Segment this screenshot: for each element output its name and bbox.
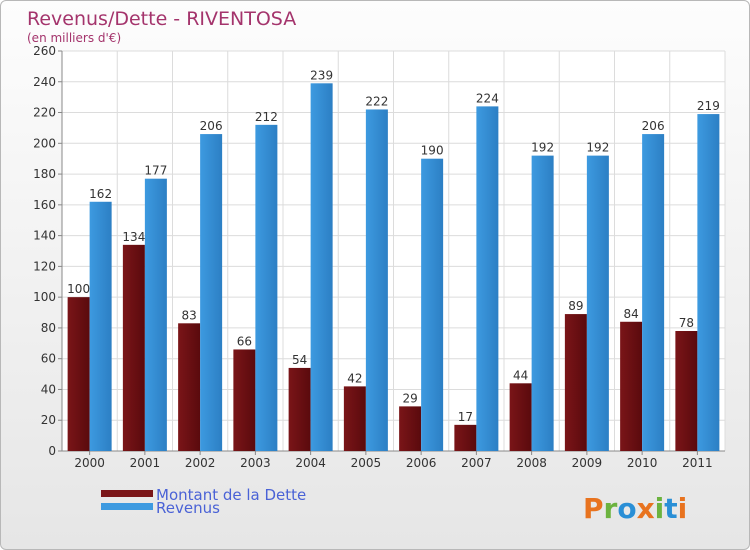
y-tick-label: 160 xyxy=(33,198,56,212)
y-tick-label: 40 xyxy=(41,382,56,396)
data-label: 162 xyxy=(89,187,112,201)
bar xyxy=(343,386,366,451)
logo-letter: x xyxy=(637,492,655,525)
bar xyxy=(531,155,554,451)
x-tick-label: 2008 xyxy=(516,456,547,470)
y-tick-label: 140 xyxy=(33,229,56,243)
bar xyxy=(642,134,665,452)
chart-title: Revenus/Dette - RIVENTOSA xyxy=(27,8,296,30)
bar xyxy=(586,155,609,451)
bar xyxy=(509,383,532,451)
x-tick-label: 2000 xyxy=(74,456,105,470)
bar xyxy=(122,244,145,451)
logo-letter: i xyxy=(678,492,688,525)
y-tick-label: 120 xyxy=(33,259,56,273)
chart-subtitle: (en milliers d'€) xyxy=(27,31,121,45)
y-tick-label: 80 xyxy=(41,321,56,335)
x-tick-label: 2005 xyxy=(351,456,382,470)
data-label: 44 xyxy=(513,368,528,382)
bar xyxy=(697,114,720,452)
data-label: 89 xyxy=(568,299,583,313)
data-label: 222 xyxy=(365,94,388,108)
data-labels: 100 162 134 177 83 206 66 212 54 239 42 222 29 190 17 2… xyxy=(67,68,720,424)
bar xyxy=(255,124,278,451)
data-label: 83 xyxy=(181,308,196,322)
legend-swatch xyxy=(101,503,153,510)
data-label: 29 xyxy=(402,391,417,405)
y-tick-label: 220 xyxy=(33,106,56,120)
data-label: 239 xyxy=(310,68,333,82)
data-label: 190 xyxy=(421,144,444,158)
bar xyxy=(399,406,422,451)
x-axis: 2000 2001 2002 2003 2004 2005 2006 2007 2008 2009… xyxy=(74,451,713,470)
data-label: 100 xyxy=(67,282,90,296)
y-axis: 0 20 40 60 80 100 120 140 160 180 200 220 240 260 xyxy=(33,44,725,458)
logo-letter: t xyxy=(664,492,677,525)
x-tick-label: 2001 xyxy=(130,456,161,470)
bar xyxy=(89,201,112,451)
logo-letter: P xyxy=(583,492,604,525)
x-tick-label: 2003 xyxy=(240,456,271,470)
bar xyxy=(454,424,477,451)
data-label: 66 xyxy=(237,334,252,348)
bar xyxy=(310,83,333,452)
x-tick-label: 2002 xyxy=(185,456,216,470)
y-tick-label: 20 xyxy=(41,413,56,427)
bar xyxy=(421,158,444,451)
logo-letter: r xyxy=(604,492,618,525)
y-tick-label: 60 xyxy=(41,352,56,366)
bar xyxy=(67,297,90,451)
data-label: 84 xyxy=(623,307,638,321)
data-label: 192 xyxy=(531,141,554,155)
x-tick-label: 2004 xyxy=(295,456,326,470)
y-tick-label: 240 xyxy=(33,75,56,89)
data-label: 54 xyxy=(292,353,307,367)
data-label: 224 xyxy=(476,91,499,105)
bar xyxy=(476,106,499,451)
x-tick-label: 2009 xyxy=(572,456,603,470)
legend-label: Revenus xyxy=(156,499,220,517)
bar xyxy=(675,331,698,451)
bar xyxy=(178,323,201,451)
data-label: 212 xyxy=(255,110,278,124)
proxiti-logo: Proxiti xyxy=(583,492,687,525)
bar xyxy=(233,349,256,451)
y-tick-label: 0 xyxy=(48,444,56,458)
data-label: 134 xyxy=(122,230,145,244)
logo-letter: o xyxy=(617,492,636,525)
x-tick-label: 2006 xyxy=(406,456,437,470)
data-label: 192 xyxy=(586,141,609,155)
bar xyxy=(288,367,311,451)
bars xyxy=(67,83,720,452)
logo-text: Proxiti xyxy=(583,492,687,525)
legend-swatch xyxy=(101,490,153,497)
data-label: 177 xyxy=(144,164,167,178)
bar xyxy=(365,109,388,451)
legend-label: Montant de la Dette xyxy=(156,486,306,504)
bar xyxy=(620,321,643,451)
x-tick-label: 2010 xyxy=(627,456,658,470)
data-label: 206 xyxy=(200,119,223,133)
data-label: 42 xyxy=(347,371,362,385)
logo-letter: i xyxy=(655,492,665,525)
data-label: 17 xyxy=(458,410,473,424)
bar xyxy=(200,134,223,452)
y-tick-label: 200 xyxy=(33,136,56,150)
y-tick-label: 180 xyxy=(33,167,56,181)
x-tick-label: 2011 xyxy=(682,456,713,470)
bar xyxy=(144,178,167,451)
data-label: 206 xyxy=(642,119,665,133)
bar xyxy=(564,314,587,451)
y-tick-label: 100 xyxy=(33,290,56,304)
x-tick-label: 2007 xyxy=(461,456,492,470)
data-label: 78 xyxy=(679,316,694,330)
data-label: 219 xyxy=(697,99,720,113)
y-tick-label: 260 xyxy=(33,44,56,58)
